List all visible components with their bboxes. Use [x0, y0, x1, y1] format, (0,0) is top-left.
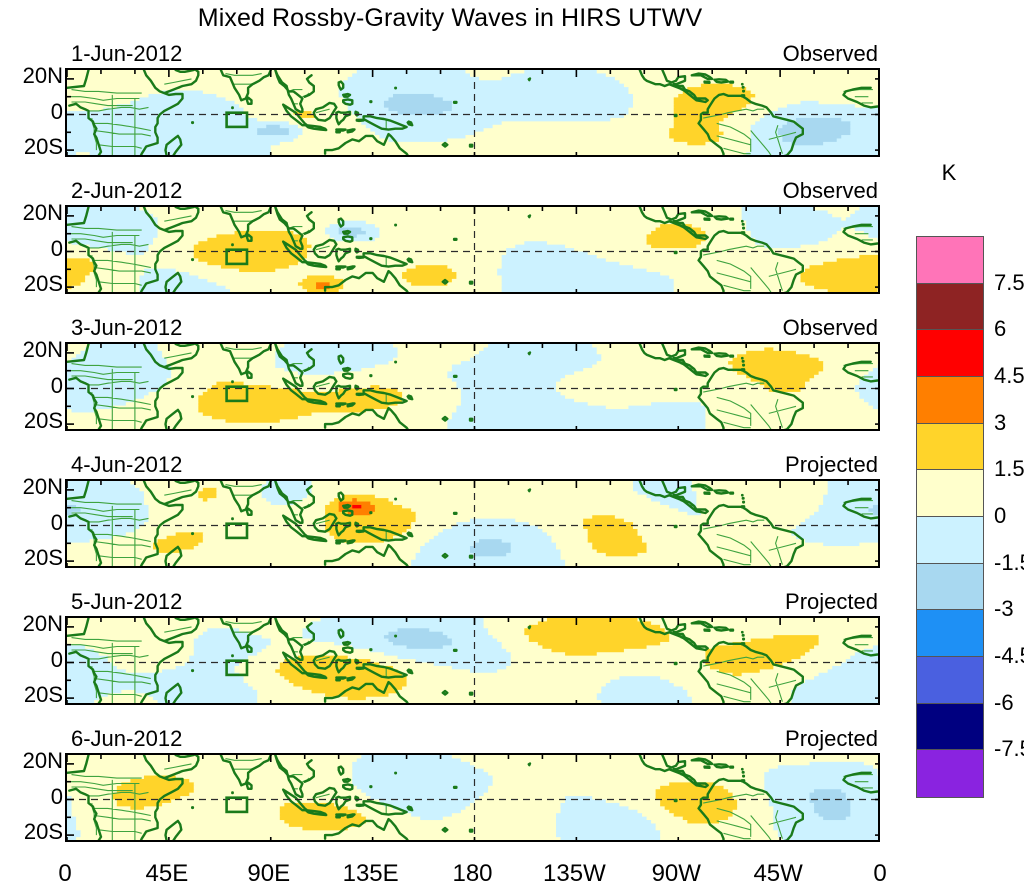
y-tick-label: 20N [22, 747, 63, 773]
y-tick-label: 20S [23, 408, 63, 434]
panel-date-label: 1-Jun-2012 [71, 41, 183, 66]
anomaly-shading [67, 70, 878, 155]
y-axis-labels: 20N 0 20S [3, 337, 63, 434]
y-tick-label: 20S [23, 134, 63, 160]
map-panel-2: 2-Jun-2012 Observed 20N 0 20S [23, 178, 880, 296]
colorbar-band [917, 750, 983, 797]
colorbar-tick-label: -4.5 [994, 643, 1024, 668]
panel-date-label: 6-Jun-2012 [71, 726, 183, 751]
colorbar: K 7.5 6 4.5 3 1.5 0 -1.5 -3 -4.5 -6 -7.5 [916, 160, 1024, 860]
y-axis-labels: 20N 0 20S [3, 63, 63, 160]
x-tick-label: 45W [753, 860, 803, 887]
panel-date-label: 5-Jun-2012 [71, 589, 183, 614]
x-tick-label: 180 [452, 860, 493, 887]
y-tick-label: 20S [23, 271, 63, 297]
colorbar-band [917, 703, 983, 751]
map-panel-4: 4-Jun-2012 Projected 20N 0 20S [23, 452, 880, 570]
y-tick-label: 20N [22, 473, 63, 499]
x-tick-label: 0 [58, 860, 72, 887]
y-tick-label: 20N [22, 199, 63, 225]
panel-status-label: Observed [782, 41, 878, 66]
figure-title: Mixed Rossby-Gravity Waves in HIRS UTWV [197, 4, 703, 32]
x-tick-label: 135W [543, 860, 606, 887]
panel-date-label: 4-Jun-2012 [71, 452, 183, 477]
map-frame [65, 68, 880, 157]
colorbar-tick-label: 6 [994, 316, 1007, 342]
panel-status-label: Observed [782, 178, 878, 203]
y-axis-labels: 20N 0 20S [3, 474, 63, 571]
x-tick-label: 0 [873, 860, 887, 887]
map-frame [65, 753, 880, 842]
colorbar-band [917, 656, 983, 704]
anomaly-shading [67, 618, 878, 703]
x-tick-label: 135E [342, 860, 399, 887]
colorbar-tick-label: 3 [994, 409, 1007, 435]
y-tick-label: 20S [23, 682, 63, 708]
panel-status-label: Observed [782, 315, 878, 340]
colorbar-band [917, 376, 983, 424]
x-tick-label: 90W [651, 860, 701, 887]
anomaly-shading [67, 344, 878, 429]
y-tick-label: 0 [50, 509, 63, 535]
colorbar-tick-label: 1.5 [994, 456, 1024, 482]
map-frame [65, 205, 880, 294]
colorbar-band [917, 283, 983, 331]
y-tick-label: 20N [22, 610, 63, 636]
anomaly-shading [67, 755, 878, 840]
colorbar-tick-label: 7.5 [994, 269, 1024, 295]
y-tick-label: 0 [50, 783, 63, 809]
y-tick-label: 0 [50, 372, 63, 398]
map-frame [65, 479, 880, 568]
anomaly-shading [67, 207, 878, 292]
y-tick-label: 0 [50, 98, 63, 124]
y-axis-labels: 20N 0 20S [3, 748, 63, 845]
map-frame [65, 616, 880, 705]
colorbar-unit-label: K [941, 160, 957, 185]
colorbar-tick-label: -1.5 [994, 549, 1024, 575]
y-tick-label: 20S [23, 819, 63, 845]
y-axis-labels: 20N 0 20S [3, 200, 63, 297]
x-tick-label: 90E [247, 860, 291, 887]
colorbar-band [917, 423, 983, 471]
colorbar-band [917, 330, 983, 377]
panel-date-label: 2-Jun-2012 [71, 178, 183, 203]
colorbar-tick-label: -3 [994, 596, 1014, 622]
y-axis-labels: 20N 0 20S [3, 611, 63, 708]
colorbar-tick-label: -7.5 [994, 736, 1024, 762]
panel-status-label: Projected [785, 726, 878, 751]
panel-status-label: Projected [785, 452, 878, 477]
colorbar-band [917, 470, 983, 517]
panel-status-label: Projected [785, 589, 878, 614]
map-panel-3: 3-Jun-2012 Observed 20N 0 20S [23, 315, 880, 433]
colorbar-band [917, 516, 983, 564]
colorbar-band [917, 563, 983, 611]
colorbar-swatches [916, 236, 984, 798]
anomaly-shading [67, 481, 878, 566]
map-panel-6: 6-Jun-2012 Projected 20N 0 20S [23, 726, 880, 844]
map-frame [65, 342, 880, 431]
colorbar-band [917, 237, 983, 284]
x-tick-label: 45E [145, 860, 189, 887]
y-tick-label: 20N [22, 62, 63, 88]
y-tick-label: 0 [50, 646, 63, 672]
map-panel-5: 5-Jun-2012 Projected 20N 0 20S [23, 589, 880, 707]
y-tick-label: 20N [22, 336, 63, 362]
map-panel-1: 1-Jun-2012 Observed 20N 0 20S [23, 41, 880, 159]
x-axis-tick-labels: 0 45E 90E 135E 180 135W 90W 45W 0 [58, 860, 886, 890]
y-tick-label: 0 [50, 235, 63, 261]
panel-date-label: 3-Jun-2012 [71, 315, 183, 340]
y-tick-label: 20S [23, 545, 63, 571]
colorbar-tick-label: 4.5 [994, 363, 1024, 388]
colorbar-tick-label: -6 [994, 689, 1014, 715]
colorbar-band [917, 610, 983, 657]
colorbar-tick-label: 0 [994, 503, 1007, 528]
